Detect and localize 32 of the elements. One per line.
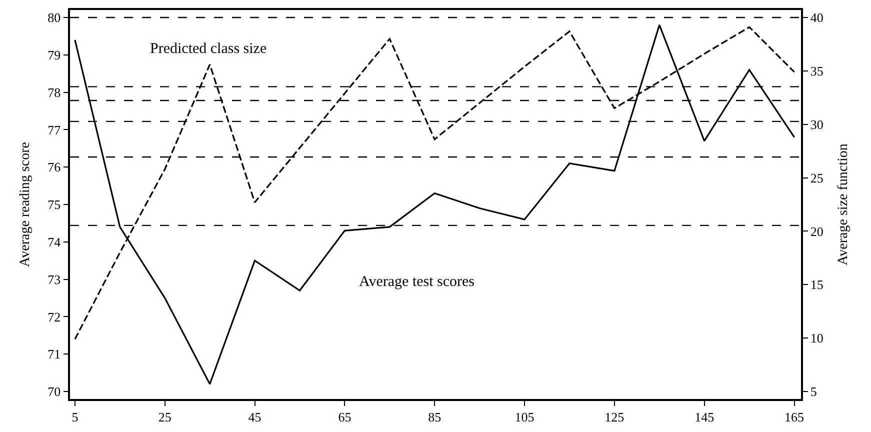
x-tick-label: 25 — [158, 409, 172, 424]
x-tick-label: 85 — [428, 409, 442, 424]
y2-axis-title: Average size function — [836, 144, 852, 266]
y2-tick-label: 5 — [810, 384, 817, 400]
y-tick-label: 71 — [48, 346, 61, 362]
x-tick-label: 165 — [784, 409, 804, 424]
y-tick-label: 75 — [48, 197, 61, 212]
y-tick-label: 78 — [48, 84, 61, 100]
y-tick-label: 72 — [48, 309, 61, 324]
y-tick-label: 77 — [48, 122, 62, 138]
x-tick-label: 105 — [514, 409, 534, 424]
y2-tick-label: 30 — [810, 116, 824, 132]
y-tick-label: 79 — [48, 47, 61, 62]
y2-tick-label: 35 — [810, 63, 824, 78]
y2-tick-label: 10 — [810, 330, 824, 346]
y-tick-label: 70 — [48, 384, 61, 400]
x-tick-label: 5 — [72, 409, 78, 424]
y-axis-title: Average reading score — [18, 142, 33, 267]
y-tick-label: 76 — [48, 160, 62, 175]
y2-tick-label: 20 — [810, 224, 824, 239]
y2-tick-label: 40 — [810, 10, 824, 26]
y-tick-label: 73 — [48, 272, 61, 287]
y-tick-label: 74 — [48, 234, 62, 250]
y2-tick-label: 25 — [810, 170, 824, 186]
y-tick-label: 80 — [48, 10, 61, 26]
x-tick-label: 65 — [338, 409, 352, 424]
annotation: Average test scores — [359, 274, 475, 290]
x-tick-label: 125 — [604, 409, 624, 424]
annotation: Predicted class size — [150, 41, 267, 57]
x-tick-label: 45 — [248, 409, 262, 424]
y2-tick-label: 15 — [810, 277, 824, 292]
x-tick-label: 145 — [694, 409, 714, 424]
